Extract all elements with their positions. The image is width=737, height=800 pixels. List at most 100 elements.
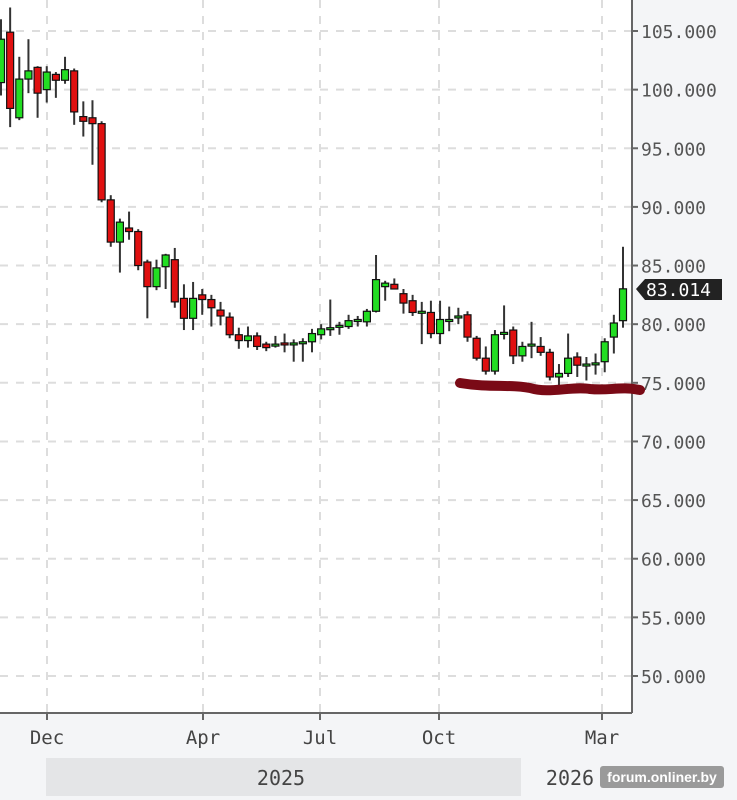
candle-body <box>573 356 582 366</box>
candle <box>0 19 6 96</box>
candle-body <box>79 116 88 122</box>
candle-body <box>317 328 326 336</box>
candle-body <box>417 310 426 314</box>
candle-body <box>60 69 70 81</box>
candle <box>545 348 554 381</box>
y-tick-label: 55.000 <box>641 608 706 629</box>
candle <box>42 66 51 103</box>
candle <box>216 301 225 326</box>
candle-body <box>600 341 609 363</box>
candle-body <box>243 335 253 342</box>
candle <box>426 300 436 339</box>
candle <box>326 299 335 336</box>
candle <box>417 301 426 345</box>
candle-body <box>280 342 289 346</box>
candle <box>70 68 79 125</box>
candle <box>564 333 573 377</box>
candle <box>353 315 362 327</box>
candle-body <box>234 334 243 342</box>
candle-body <box>554 372 564 378</box>
candle <box>198 288 207 315</box>
candle-body <box>115 221 125 243</box>
candle-body <box>289 342 298 346</box>
candle-body <box>51 73 60 81</box>
y-tick-label: 105.000 <box>641 22 717 43</box>
candle <box>88 100 97 165</box>
candle-body <box>188 297 198 319</box>
y-tick-label: 85.000 <box>641 257 706 278</box>
candle <box>161 253 170 289</box>
y-tick-label: 100.000 <box>641 81 717 102</box>
candle-body <box>335 324 344 328</box>
candle-body <box>225 316 234 336</box>
candle <box>600 338 609 373</box>
candle-body <box>70 70 79 113</box>
candle-body <box>390 283 399 290</box>
watermark-text: forum.onliner.by <box>607 769 717 785</box>
year-label-2025: 2025 <box>257 766 305 790</box>
candle <box>481 346 490 375</box>
candle-body <box>408 300 417 314</box>
y-tick-label: 65.000 <box>641 491 706 512</box>
candle <box>435 300 445 345</box>
candle-body <box>161 254 170 268</box>
candle <box>97 121 106 203</box>
candle <box>271 335 280 348</box>
candle <box>51 72 60 98</box>
candle-body <box>15 78 24 119</box>
candle <box>253 332 262 350</box>
y-tick-label: 80.000 <box>641 315 706 336</box>
x-axis-ticks: Dec Apr Jul Oct Mar <box>30 713 619 749</box>
candle-body <box>454 315 463 319</box>
candle <box>179 284 189 331</box>
candle-body <box>271 343 280 347</box>
candle-body <box>253 335 262 348</box>
grid <box>0 0 632 713</box>
candle-body <box>97 123 106 201</box>
candle <box>335 321 344 335</box>
candle <box>591 353 600 375</box>
candle <box>609 314 618 354</box>
candle <box>124 211 134 240</box>
candle-body <box>435 318 445 335</box>
candle-body <box>33 66 42 94</box>
candle <box>262 341 271 352</box>
candle-body <box>463 314 472 338</box>
candle-body <box>499 331 509 335</box>
x-tick-label: Oct <box>422 727 456 749</box>
candle <box>371 254 381 313</box>
candle-body <box>609 322 618 338</box>
candle <box>60 56 70 84</box>
candle-body <box>536 345 545 353</box>
candle-body <box>527 343 536 347</box>
candle <box>317 324 326 340</box>
x-tick-label: Dec <box>30 727 64 749</box>
candle <box>234 327 243 349</box>
candle-body <box>298 341 307 345</box>
candle <box>463 311 472 342</box>
last-price-tag-box <box>636 279 722 300</box>
candle-body <box>170 259 179 303</box>
y-tick-label: 50.000 <box>641 667 706 688</box>
candle-body <box>445 318 454 323</box>
hand-drawn-support-line <box>455 378 645 396</box>
candle <box>518 341 527 362</box>
year-band-2025 <box>46 758 521 796</box>
candle-body <box>582 363 591 367</box>
candle <box>207 294 216 327</box>
x-tick-label: Mar <box>585 727 619 749</box>
y-tick-label: 75.000 <box>641 374 706 395</box>
candle-body <box>198 294 207 301</box>
watermark: forum.onliner.by <box>600 766 724 788</box>
candle <box>381 280 390 301</box>
candle <box>280 333 289 353</box>
candle <box>527 321 536 359</box>
candles <box>0 7 628 386</box>
candle-body <box>518 345 527 357</box>
candle-body <box>6 31 15 109</box>
y-axis-ticks: 105.000 100.000 95.000 90.000 85.000 80.000 75… <box>632 22 717 688</box>
candle <box>15 56 24 121</box>
candle <box>362 308 371 327</box>
watermark-box <box>600 766 724 788</box>
